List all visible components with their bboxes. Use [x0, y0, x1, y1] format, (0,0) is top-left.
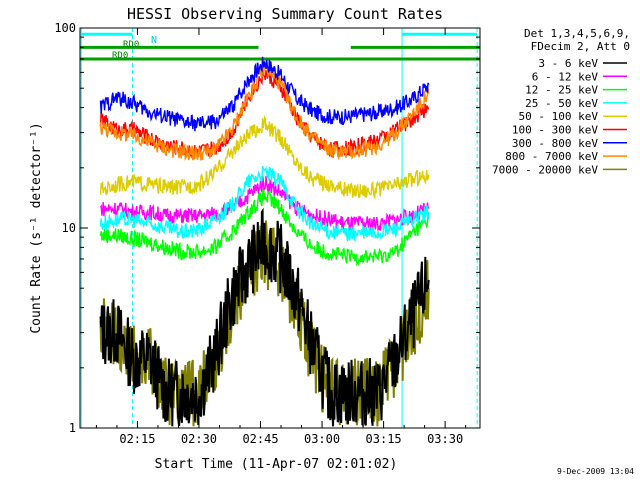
chart-title: HESSI Observing Summary Count Rates [127, 5, 443, 23]
legend-label-0: 3 - 6 keV [538, 57, 598, 70]
series-line-50-100-kev [99, 114, 430, 201]
x-tick-label-0: 02:15 [119, 432, 155, 446]
legend-header-2: FDecim 2, Att 0 [531, 40, 630, 53]
y-axis-label: Count Rate (s⁻¹ detector⁻¹) [29, 122, 44, 333]
plot-timestamp: 9-Dec-2009 13:04 [557, 467, 634, 476]
legend-label-6: 300 - 800 keV [512, 137, 598, 150]
x-tick-label-3: 03:00 [304, 432, 340, 446]
y-tick-label-2: 100 [54, 21, 76, 35]
series-line-800-7000-kev [99, 60, 430, 162]
legend-header-1: Det 1,3,4,5,6,9, [524, 27, 630, 40]
x-axis-label: Start Time (11-Apr-07 02:01:02) [155, 457, 398, 472]
series-line-25-50-kev [99, 165, 430, 242]
legend-label-3: 25 - 50 keV [525, 97, 598, 110]
legend-label-8: 7000 - 20000 keV [492, 163, 598, 176]
y-tick-label-0: 1 [69, 421, 76, 435]
legend: Det 1,3,4,5,6,9, FDecim 2, Att 0 3 - 6 k… [492, 27, 630, 176]
legend-label-4: 50 - 100 keV [519, 110, 599, 123]
series-line-3-6-kev [99, 207, 430, 427]
series-layer [99, 56, 430, 427]
axis-ticks: 02:15 02:30 02:45 03:00 03:15 03:30 1 10 100 [54, 21, 480, 446]
n-label: N [151, 35, 157, 46]
x-tick-label-2: 02:45 [242, 432, 278, 446]
legend-label-1: 6 - 12 keV [532, 70, 599, 83]
legend-label-7: 800 - 7000 keV [505, 150, 598, 163]
x-tick-label-1: 02:30 [181, 432, 217, 446]
x-tick-label-5: 03:30 [427, 432, 463, 446]
series-line-12-25-kev [99, 189, 430, 267]
x-tick-label-4: 03:15 [366, 432, 402, 446]
y-tick-label-1: 10 [62, 221, 76, 235]
series-line-300-800-kev [99, 56, 430, 132]
legend-label-5: 100 - 300 keV [512, 124, 598, 137]
series-line-6-12-kev [99, 175, 430, 232]
rd0-label-2: RD0 [112, 51, 128, 61]
rd0-label-1: RD0 [123, 40, 139, 50]
legend-label-2: 12 - 25 keV [525, 84, 598, 97]
